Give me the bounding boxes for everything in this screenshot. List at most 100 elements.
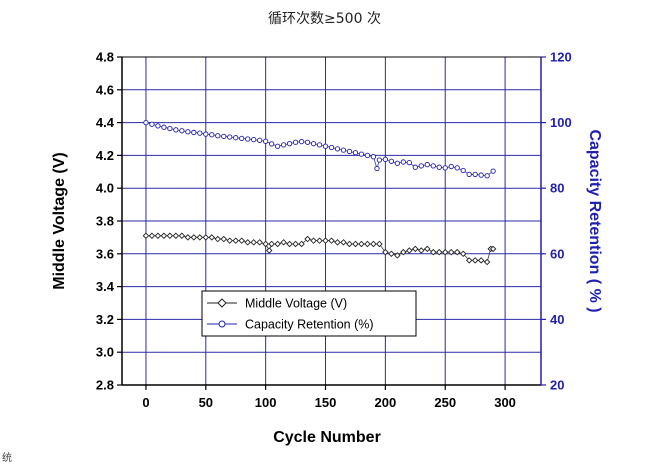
data-point (257, 137, 263, 143)
x-tick-label: 200 (375, 395, 397, 410)
data-point (376, 240, 383, 248)
data-point (484, 173, 490, 179)
data-point (340, 147, 347, 153)
data-point (148, 232, 156, 239)
y-left-tick-label: 4.2 (96, 148, 114, 163)
data-point (471, 257, 479, 264)
data-point (209, 132, 215, 138)
data-point (298, 138, 305, 145)
diamond-marker-icon (217, 298, 227, 308)
page-title: 循环次数≥500 次 (268, 11, 381, 27)
data-point (382, 156, 389, 162)
data-point (418, 247, 425, 254)
data-point (406, 159, 412, 166)
data-point (424, 161, 430, 168)
data-point (178, 232, 186, 239)
y-left-tick-label: 4.6 (96, 82, 114, 97)
data-point (382, 248, 389, 256)
data-point (214, 235, 222, 243)
data-point (418, 163, 424, 169)
data-point (400, 248, 407, 256)
legend-box (201, 290, 417, 337)
data-point (465, 257, 473, 264)
y-right-tick-label: 20 (550, 378, 564, 393)
y-axis-left-label: Middle Voltage (V) (51, 152, 68, 289)
data-point (310, 140, 317, 147)
y-right-tick-label: 100 (550, 115, 572, 130)
data-point (412, 245, 419, 253)
x-tick-label: 250 (434, 395, 456, 410)
y-left-tick-label: 4.4 (96, 115, 115, 130)
legend-label-voltage: Middle Voltage (V) (245, 297, 347, 311)
data-point (442, 165, 448, 171)
data-point (298, 240, 305, 248)
data-point (489, 245, 497, 253)
data-point (268, 240, 275, 248)
data-point (256, 239, 263, 246)
data-point (203, 131, 209, 137)
data-point (424, 245, 431, 253)
data-point (388, 250, 395, 258)
data-point (453, 248, 461, 256)
data-point (430, 248, 437, 256)
y-right-tick-label: 80 (550, 181, 564, 196)
data-point (490, 168, 496, 174)
data-point (477, 257, 485, 264)
data-point (286, 140, 293, 147)
data-point (466, 171, 472, 178)
data-point (316, 237, 323, 244)
data-point (412, 164, 418, 170)
data-point (394, 160, 400, 166)
y-left-tick-label: 3.0 (96, 345, 114, 360)
data-point (483, 258, 491, 266)
data-point (472, 171, 478, 178)
data-point (202, 234, 210, 241)
data-point (374, 165, 380, 172)
legend: Middle Voltage (V) Capacity Retention (%… (201, 290, 417, 337)
data-point (142, 232, 150, 239)
data-point (143, 119, 149, 126)
data-point (441, 248, 449, 256)
data-point (185, 129, 191, 135)
data-point (346, 240, 353, 248)
series-capacity-retention (143, 119, 496, 179)
data-point (436, 164, 442, 170)
series-middle-voltage (142, 232, 497, 266)
data-point (191, 129, 197, 136)
legend-entry-voltage: Middle Voltage (V) (207, 297, 347, 311)
tick-marks (117, 56, 546, 390)
legend-entry-capacity: Capacity Retention (%) (207, 318, 374, 332)
y-axis-right-label: Capacity Retention ( % ) (586, 129, 603, 312)
data-point (160, 232, 168, 239)
x-tick-label: 50 (199, 395, 213, 410)
data-point (364, 152, 371, 159)
data-point (292, 240, 299, 248)
data-point (400, 159, 406, 165)
y-left-tick-label: 3.6 (96, 246, 114, 261)
data-point (232, 237, 239, 244)
data-point (280, 239, 287, 246)
data-point (304, 235, 311, 243)
data-point (286, 240, 293, 248)
data-point (167, 125, 173, 132)
data-point (292, 139, 299, 145)
data-point (352, 240, 359, 248)
data-point (459, 250, 467, 258)
data-point (370, 154, 377, 160)
x-axis-label: Cycle Number (273, 429, 381, 446)
data-point (376, 157, 383, 163)
data-point (274, 240, 281, 248)
data-point (220, 235, 227, 243)
data-point (190, 234, 198, 241)
y-left-tick-label: 4.0 (96, 181, 114, 196)
data-point (364, 240, 371, 248)
data-point (184, 234, 192, 241)
x-tick-label: 150 (315, 395, 337, 410)
data-point (244, 239, 251, 246)
y-left-tick-label: 3.4 (96, 279, 115, 294)
y-left-tick-label: 3.2 (96, 312, 114, 327)
data-point (394, 252, 401, 259)
data-point (197, 130, 203, 136)
data-point (166, 232, 174, 239)
